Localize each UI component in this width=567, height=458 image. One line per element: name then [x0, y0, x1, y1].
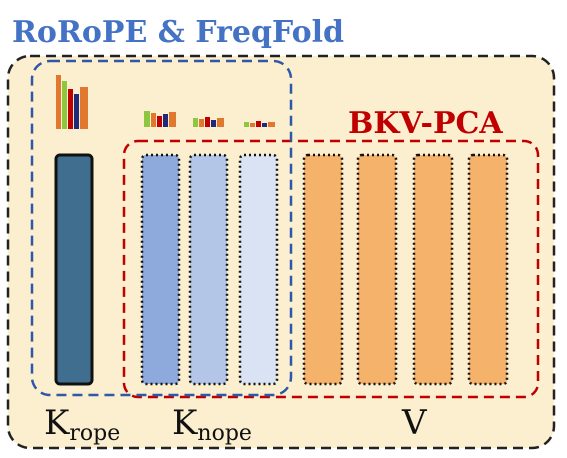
k-nope-column-2	[188, 153, 229, 386]
k-nope-columns	[140, 153, 279, 386]
v-label: V	[401, 403, 428, 443]
v-column-3	[412, 153, 454, 386]
k-nope-label-sub: nope	[197, 421, 252, 446]
k-nope-label: Knope	[172, 403, 252, 446]
k-rope-label: Krope	[44, 403, 120, 446]
k-nope-column-1	[140, 153, 181, 386]
spectrum-icon-small	[193, 117, 224, 127]
spectrum-icon-large	[56, 75, 88, 129]
pca-label: BKV-PCA	[348, 106, 503, 141]
k-rope-label-sub: rope	[69, 421, 120, 446]
k-rope-column	[54, 153, 94, 386]
k-nope-label-main: K	[172, 403, 198, 443]
v-column-4	[467, 153, 509, 386]
k-rope-label-main: K	[44, 403, 70, 443]
k-nope-column-3	[238, 153, 279, 386]
v-columns	[302, 153, 509, 386]
diagram-title: RoRoPE & FreqFold	[12, 15, 344, 50]
spectrum-icon-tiny	[244, 121, 275, 127]
rope-region	[30, 59, 293, 397]
spectrum-icon-medium	[144, 111, 176, 127]
v-column-1	[302, 153, 344, 386]
v-column-2	[356, 153, 398, 386]
pca-region	[122, 139, 540, 399]
